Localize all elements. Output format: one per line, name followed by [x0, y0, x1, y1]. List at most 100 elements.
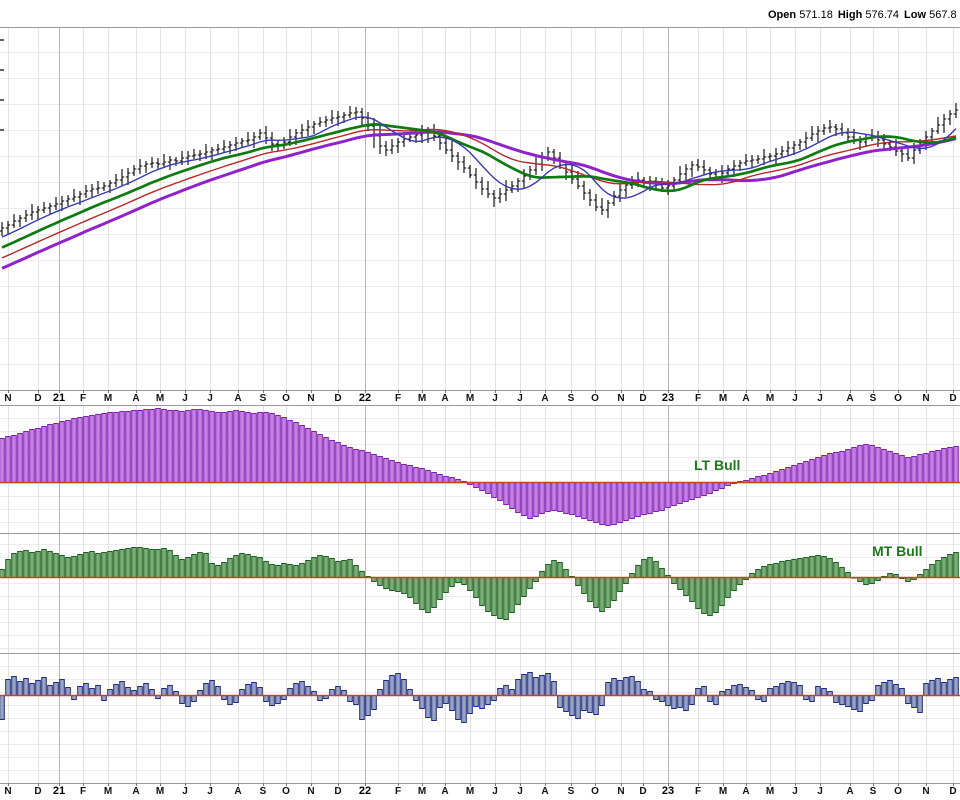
high-value: 576.74	[865, 9, 900, 21]
month-label: M	[418, 393, 426, 404]
ma-mid	[1, 123, 957, 249]
month-label: J	[792, 393, 798, 404]
ma-long	[1, 128, 957, 259]
year-label: 21	[53, 392, 65, 404]
month-label: M	[719, 786, 727, 797]
month-label: S	[260, 786, 267, 797]
month-label: F	[80, 786, 86, 797]
month-label: A	[541, 393, 548, 404]
month-label: D	[949, 393, 956, 404]
mt-bull-label: MT Bull	[872, 543, 923, 559]
month-label: F	[695, 393, 701, 404]
month-label: J	[817, 786, 823, 797]
month-label: M	[466, 786, 474, 797]
month-label: F	[395, 786, 401, 797]
month-label: N	[307, 393, 314, 404]
month-label: N	[922, 393, 929, 404]
month-label: A	[441, 786, 448, 797]
month-label: O	[282, 786, 290, 797]
month-label: A	[541, 786, 548, 797]
month-label: S	[568, 786, 575, 797]
month-label: J	[492, 393, 498, 404]
month-label: D	[639, 786, 646, 797]
month-label: A	[132, 393, 139, 404]
month-label: S	[568, 393, 575, 404]
month-label: S	[870, 786, 877, 797]
month-label: A	[234, 786, 241, 797]
month-label: J	[817, 393, 823, 404]
month-label: M	[156, 393, 164, 404]
month-label: J	[792, 786, 798, 797]
month-label: O	[894, 786, 902, 797]
month-label: A	[846, 786, 853, 797]
month-label: O	[894, 393, 902, 404]
open-label: Open	[768, 9, 797, 21]
price-bars	[0, 103, 959, 236]
month-label: J	[182, 393, 188, 404]
month-label: D	[334, 393, 341, 404]
month-label: J	[207, 393, 213, 404]
ma-longest	[1, 130, 957, 270]
price-grid	[0, 28, 960, 390]
month-label: J	[182, 786, 188, 797]
mt-bull-histogram	[0, 547, 960, 620]
month-label: N	[617, 393, 624, 404]
month-label: N	[307, 786, 314, 797]
month-label: D	[34, 393, 41, 404]
month-label: M	[156, 786, 164, 797]
momentum-grid	[0, 653, 960, 783]
lt-bull-label: LT Bull	[694, 457, 741, 473]
mt-bull-grid	[0, 533, 960, 653]
month-label: D	[34, 786, 41, 797]
month-label: O	[591, 786, 599, 797]
month-label: M	[719, 393, 727, 404]
year-label: 22	[359, 392, 371, 404]
left-axis-ticks	[0, 39, 4, 131]
month-axis-bottom: N D 21 F M A M J J A S O N D 22 F M A M J J A S O N D 23 F M A M J J A S O N…	[4, 783, 957, 797]
month-label: N	[922, 786, 929, 797]
ohlc-header: Open 571.18 High 576.74 Low 567.8	[768, 9, 960, 21]
month-label: J	[492, 786, 498, 797]
month-label: A	[234, 393, 241, 404]
month-label: A	[742, 393, 749, 404]
month-label: A	[441, 393, 448, 404]
year-label: 22	[359, 785, 371, 797]
month-label: O	[282, 393, 290, 404]
open-value: 571.18	[799, 9, 833, 21]
month-label: N	[4, 786, 11, 797]
month-label: M	[766, 786, 774, 797]
lt-bull-histogram	[0, 408, 960, 526]
month-label: O	[591, 393, 599, 404]
month-label: M	[466, 393, 474, 404]
month-label: F	[395, 393, 401, 404]
year-label: 23	[662, 392, 674, 404]
month-label: M	[418, 786, 426, 797]
year-label: 21	[53, 785, 65, 797]
low-value: 567.8	[929, 9, 957, 21]
panel-borders	[0, 27, 960, 784]
month-label: S	[260, 393, 267, 404]
month-label: A	[742, 786, 749, 797]
month-label: D	[639, 393, 646, 404]
month-label: N	[617, 786, 624, 797]
ma-short	[1, 116, 957, 238]
month-label: J	[207, 786, 213, 797]
month-label: F	[695, 786, 701, 797]
month-label: N	[4, 393, 11, 404]
month-label: M	[104, 393, 112, 404]
month-label: A	[846, 393, 853, 404]
month-label: S	[870, 393, 877, 404]
month-label: D	[949, 786, 956, 797]
month-label: M	[104, 786, 112, 797]
low-label: Low	[904, 9, 927, 21]
month-axis-top: N D 21 F M A M J J A S O N D 22 F M A M J J A S O N D 23 F M A M J J A S O N…	[4, 390, 957, 404]
month-label: M	[766, 393, 774, 404]
month-label: F	[80, 393, 86, 404]
high-label: High	[837, 9, 863, 21]
momentum-histogram	[0, 672, 960, 723]
month-label: D	[334, 786, 341, 797]
year-label: 23	[662, 785, 674, 797]
month-label: A	[132, 786, 139, 797]
